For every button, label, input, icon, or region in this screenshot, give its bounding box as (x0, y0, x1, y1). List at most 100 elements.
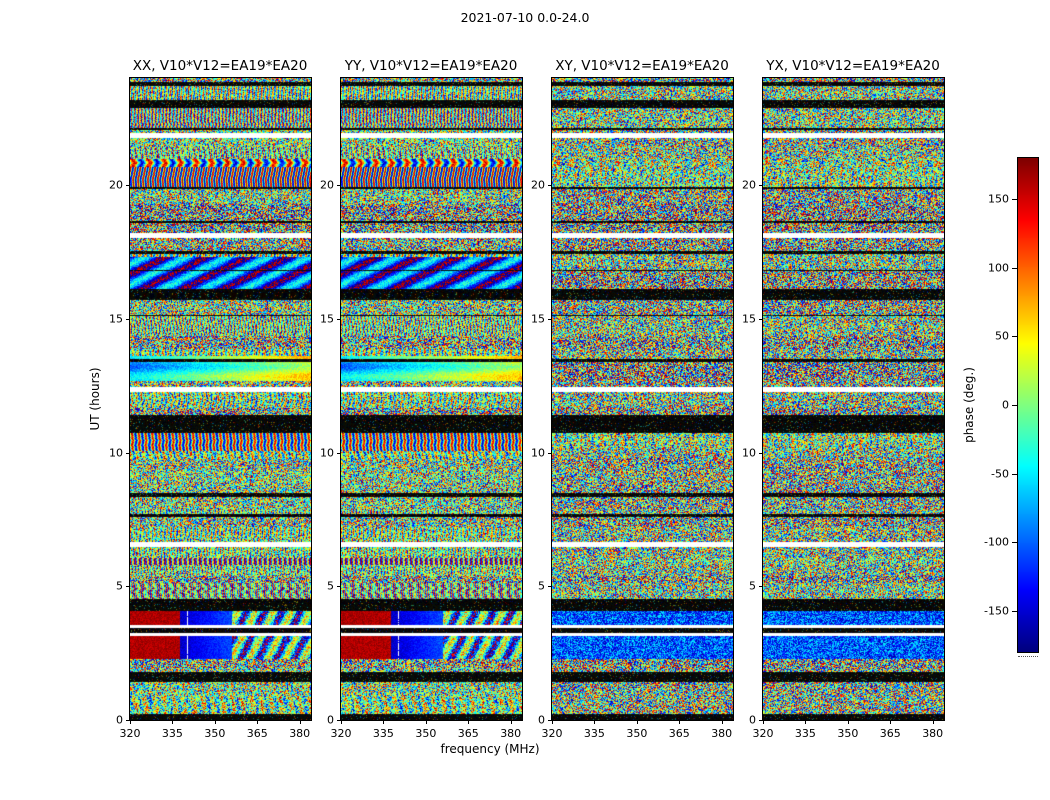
y-tick (337, 452, 341, 454)
colorbar-tick-label: 150 (988, 192, 1009, 206)
colorbar-tick-label: -150 (984, 604, 1009, 618)
y-tick-label: 15 (531, 312, 545, 326)
x-tick (552, 720, 553, 724)
y-tick (337, 185, 341, 186)
x-tick (805, 720, 807, 724)
y-tick (126, 318, 130, 320)
colorbar-tick (1012, 336, 1018, 338)
panel-title-xx: XX, V10*V12=EA19*EA20 (132, 58, 308, 74)
x-tick (257, 720, 259, 724)
x-tick-label: 380 (500, 727, 522, 740)
heatmap-panel-xy (551, 77, 734, 721)
y-tick (548, 720, 552, 721)
x-tick-label: 365 (668, 727, 690, 740)
x-tick (172, 720, 174, 724)
x-tick (932, 720, 934, 724)
colorbar-tick (1012, 267, 1018, 269)
colorbar (1017, 157, 1039, 653)
panel-title-xy: XY, V10*V12=EA19*EA20 (555, 58, 729, 74)
colorbar-tick-label: 0 (1002, 398, 1009, 412)
x-tick-label: 320 (541, 727, 563, 740)
x-tick-label: 380 (711, 727, 733, 740)
y-tick (759, 586, 763, 588)
y-tick-label: 15 (320, 312, 334, 326)
y-tick (759, 318, 763, 320)
colorbar-tick-label: 50 (995, 329, 1009, 343)
colorbar-tick (1012, 199, 1018, 201)
y-tick (337, 720, 341, 721)
x-tick (299, 720, 301, 724)
heatmap-panel-yy (340, 77, 523, 721)
y-tick (126, 452, 130, 454)
x-tick (636, 720, 638, 724)
y-tick (548, 318, 552, 320)
x-tick (383, 720, 385, 724)
y-tick (548, 185, 552, 186)
x-tick (890, 720, 892, 724)
y-tick (548, 452, 552, 454)
x-tick (721, 720, 723, 724)
y-tick (126, 586, 130, 588)
x-tick-label: 350 (837, 727, 859, 740)
y-tick-label: 5 (116, 579, 123, 593)
y-tick-label: 5 (749, 579, 756, 593)
x-tick-label: 350 (415, 727, 437, 740)
x-tick (214, 720, 216, 724)
y-tick-label: 0 (538, 713, 545, 727)
x-tick-label: 335 (372, 727, 394, 740)
y-tick-label: 5 (327, 579, 334, 593)
y-tick-label: 0 (327, 713, 334, 727)
colorbar-tick-label: 100 (988, 261, 1009, 275)
x-tick-label: 320 (752, 727, 774, 740)
colorbar-tick-label: -100 (984, 535, 1009, 549)
y-tick (759, 185, 763, 186)
y-tick-label: 20 (531, 178, 545, 192)
colorbar-tick-label: -50 (991, 467, 1009, 481)
x-tick-label: 380 (289, 727, 311, 740)
y-tick-label: 10 (109, 446, 123, 459)
colorbar-tick (1012, 405, 1018, 406)
panel-title-yy: YY, V10*V12=EA19*EA20 (344, 58, 518, 74)
y-tick-label: 15 (109, 312, 123, 326)
figure-title: 2021-07-10 0.0-24.0 (460, 10, 590, 25)
y-axis-label: UT (hours) (88, 367, 102, 431)
x-tick-label: 320 (119, 727, 141, 740)
x-tick-label: 335 (583, 727, 605, 740)
y-tick-label: 10 (320, 446, 334, 459)
y-tick-label: 20 (742, 178, 756, 192)
y-tick (126, 720, 130, 721)
y-tick (126, 185, 130, 186)
x-tick-label: 365 (246, 727, 268, 740)
x-axis-label: frequency (MHz) (440, 742, 540, 756)
y-tick-label: 0 (749, 713, 756, 727)
x-tick (130, 720, 131, 724)
y-tick-label: 20 (109, 178, 123, 192)
y-tick (548, 586, 552, 588)
colorbar-label: phase (deg.) (962, 367, 976, 443)
x-tick (594, 720, 596, 724)
x-tick (425, 720, 427, 724)
panel-title-yx: YX, V10*V12=EA19*EA20 (766, 58, 940, 74)
colorbar-extend-marker (1018, 656, 1038, 657)
y-tick-label: 5 (538, 579, 545, 593)
x-tick-label: 365 (879, 727, 901, 740)
colorbar-tick (1012, 542, 1018, 544)
x-tick (679, 720, 681, 724)
x-tick-label: 365 (457, 727, 479, 740)
x-tick (847, 720, 849, 724)
y-tick (337, 318, 341, 320)
x-tick-label: 350 (204, 727, 226, 740)
x-tick (468, 720, 470, 724)
y-tick-label: 10 (531, 446, 545, 459)
heatmap-panel-xx (129, 77, 312, 721)
x-tick (763, 720, 764, 724)
x-tick (341, 720, 342, 724)
y-tick-label: 10 (742, 446, 756, 459)
y-tick (759, 452, 763, 454)
heatmap-panel-yx (762, 77, 945, 721)
x-tick-label: 380 (922, 727, 944, 740)
y-tick (337, 586, 341, 588)
colorbar-tick (1012, 610, 1018, 612)
x-tick-label: 335 (161, 727, 183, 740)
